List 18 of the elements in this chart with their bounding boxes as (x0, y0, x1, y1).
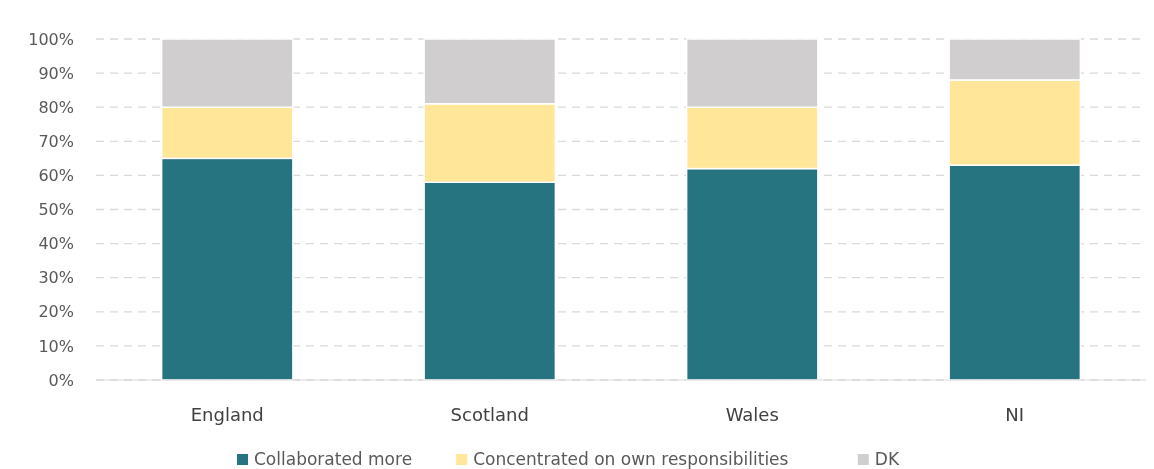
x-tick-label: Scotland (450, 404, 529, 425)
y-tick-label: 0% (48, 370, 74, 390)
y-tick-label: 40% (38, 234, 74, 254)
legend-label: Collaborated more (254, 449, 413, 469)
y-tick-label: 30% (38, 268, 74, 288)
y-tick-label: 90% (38, 63, 74, 83)
y-tick-label: 20% (38, 302, 74, 322)
legend-label: Concentrated on own responsibilities (473, 449, 789, 469)
y-tick-label: 10% (38, 336, 74, 356)
y-tick-label: 100% (28, 29, 74, 49)
y-tick-label: 70% (38, 131, 74, 151)
y-tick-label: 60% (38, 166, 74, 185)
legend-label: DK (874, 449, 900, 469)
x-tick-label: Wales (725, 404, 779, 425)
x-tick-label: NI (1005, 404, 1025, 425)
y-tick-label: 50% (38, 200, 74, 220)
x-tick-label: England (190, 404, 264, 425)
y-tick-label: 80% (38, 97, 74, 117)
